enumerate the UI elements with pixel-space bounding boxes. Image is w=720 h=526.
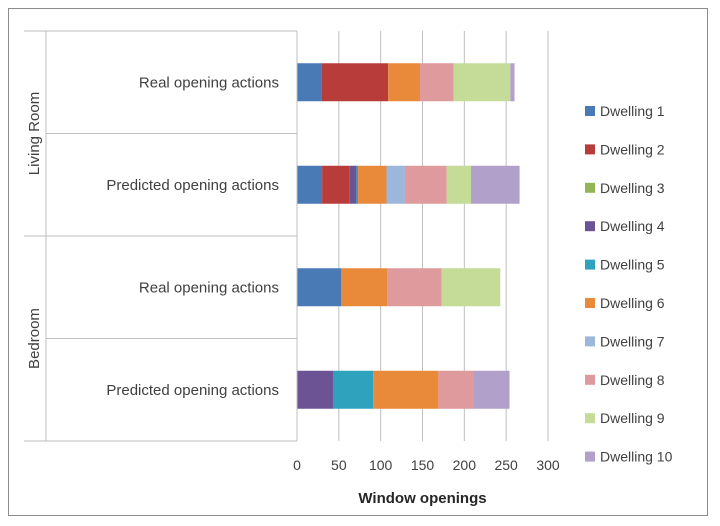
- bar-segment: [373, 370, 439, 409]
- legend-label: Dwelling 2: [600, 141, 665, 157]
- group-label: Living Room: [26, 92, 43, 175]
- bar-segment: [441, 268, 501, 307]
- x-tick-label: 50: [331, 457, 347, 473]
- legend-swatch: [585, 221, 595, 232]
- legend-swatch: [585, 259, 595, 270]
- bar-segment: [387, 268, 442, 307]
- legend-swatch: [585, 336, 595, 347]
- bar-segment: [349, 165, 357, 204]
- x-tick-label: 200: [453, 457, 477, 473]
- legend-swatch: [585, 298, 595, 308]
- legend-swatch: [585, 144, 595, 155]
- group-label: Bedroom: [26, 308, 43, 369]
- x-tick-label: 0: [293, 457, 301, 473]
- bar-segment: [322, 165, 350, 204]
- category-label: Real opening actions: [139, 74, 279, 91]
- legend-label: Dwelling 1: [600, 103, 665, 119]
- x-tick-label: 250: [494, 457, 518, 473]
- x-axis-title: Window openings: [358, 490, 486, 507]
- x-tick-label: 150: [411, 457, 435, 473]
- legend-label: Dwelling 10: [600, 449, 673, 465]
- chart-frame: Real opening actions Predicted opening ac…: [8, 8, 708, 516]
- bar-segment: [297, 268, 342, 307]
- bar-segment: [297, 370, 333, 409]
- legend-label: Dwelling 8: [600, 372, 665, 388]
- bar-segment: [321, 63, 389, 102]
- bar-segment: [358, 165, 387, 204]
- bar-segment: [386, 165, 405, 204]
- category-label: Real opening actions: [139, 279, 279, 296]
- bar-segment: [473, 370, 510, 409]
- legend-label: Dwelling 6: [600, 295, 665, 311]
- category-label: Predicted opening actions: [106, 177, 279, 194]
- bar-segment: [404, 165, 447, 204]
- bars: [297, 63, 520, 409]
- bar-segment: [419, 63, 454, 102]
- bar-segment: [388, 63, 420, 102]
- legend-label: Dwelling 7: [600, 333, 665, 349]
- legend-label: Dwelling 5: [600, 257, 665, 273]
- legend-label: Dwelling 9: [600, 410, 665, 426]
- bar-segment: [446, 165, 472, 204]
- bar-segment: [438, 370, 474, 409]
- legend-label: Dwelling 3: [600, 180, 665, 196]
- legend-swatch: [585, 374, 595, 385]
- bar-segment: [510, 63, 515, 102]
- bar-segment: [356, 165, 359, 204]
- legend-label: Dwelling 4: [600, 218, 665, 234]
- legend-swatch: [585, 106, 595, 116]
- category-label: Predicted opening actions: [106, 382, 279, 399]
- bar-segment: [453, 63, 511, 102]
- legend-swatch: [585, 451, 595, 462]
- bar-segment: [471, 165, 520, 204]
- bar-segment: [297, 165, 323, 204]
- bar-segment: [332, 370, 374, 409]
- bar-segment: [341, 268, 388, 307]
- x-tick-label: 300: [536, 457, 560, 473]
- legend-swatch: [585, 413, 595, 424]
- bar-segment: [297, 63, 322, 102]
- chart-svg: Real opening actions Predicted opening ac…: [24, 30, 673, 507]
- x-ticks: 0 50 100 150 200 250 300: [293, 457, 560, 473]
- axes: [24, 30, 298, 442]
- legend-swatch: [585, 182, 595, 193]
- legend: Dwelling 1 Dwelling 2 Dwelling 3 Dwelling 4…: [585, 103, 673, 465]
- category-labels: Real opening actions Predicted opening ac…: [26, 74, 279, 399]
- x-tick-label: 100: [369, 457, 393, 473]
